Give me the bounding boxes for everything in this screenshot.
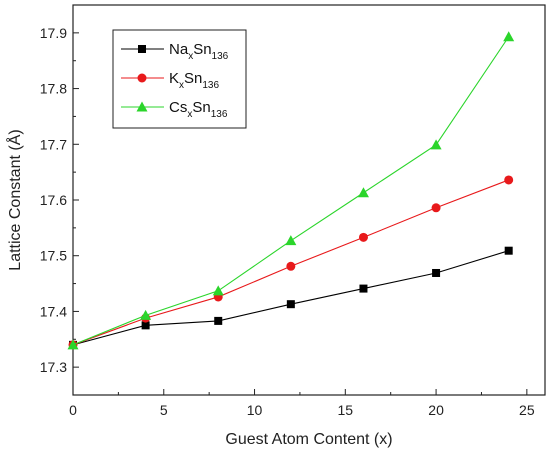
series-k (68, 175, 514, 350)
y-tick-label: 17.6 (40, 192, 67, 208)
legend-label: KxSn136 (169, 70, 219, 91)
legend-label: NaxSn136 (169, 41, 229, 62)
y-tick-label: 17.7 (40, 136, 67, 152)
data-point (504, 246, 513, 255)
x-tick-label: 25 (519, 402, 535, 418)
data-point (286, 300, 295, 309)
data-point (359, 284, 368, 293)
data-point (141, 321, 150, 330)
legend-label-part: 136 (212, 51, 229, 62)
x-tick-label: 15 (338, 402, 354, 418)
legend-label-part: Sn (184, 70, 202, 87)
legend-label-part: 136 (202, 80, 219, 91)
y-tick-label: 17.5 (40, 248, 67, 264)
data-point (357, 187, 369, 198)
y-tick-label: 17.9 (40, 25, 67, 41)
series-layer (67, 31, 515, 350)
legend-marker (138, 45, 146, 53)
legend-label: CsxSn136 (169, 99, 228, 120)
legend-label-part: Sn (193, 41, 211, 58)
x-tick-label: 20 (428, 402, 444, 418)
y-tick-label: 17.3 (40, 359, 67, 375)
legend-label-part: Cs (169, 99, 187, 116)
x-tick-label: 0 (69, 402, 77, 418)
legend-label-part: x (179, 80, 184, 91)
x-tick-label: 5 (160, 402, 168, 418)
legend-label-part: Sn (192, 99, 210, 116)
data-point (358, 232, 368, 242)
y-tick-label: 17.4 (40, 303, 67, 319)
data-point (285, 235, 297, 246)
data-point (286, 261, 296, 271)
legend-label-part: x (188, 51, 193, 62)
x-tick-label: 10 (247, 402, 263, 418)
legend-marker (137, 73, 147, 83)
x-axis: 0 5 10 15 20 25 (69, 389, 535, 418)
data-point (67, 339, 79, 350)
data-point (504, 175, 514, 185)
data-point (214, 316, 223, 325)
series-cs (67, 31, 515, 350)
y-axis: 17.3 17.4 17.5 17.6 17.7 17.8 17.9 (40, 25, 79, 396)
legend-label-part: K (169, 70, 179, 87)
legend-box (112, 29, 247, 129)
data-point (431, 203, 441, 213)
data-point (503, 31, 515, 42)
legend-label-part: 136 (211, 109, 228, 120)
data-point (430, 139, 442, 150)
data-point (212, 285, 224, 296)
data-point (432, 268, 441, 277)
legend-label-part: Na (169, 41, 189, 58)
data-point (140, 309, 152, 320)
legend-marker (136, 101, 148, 112)
x-axis-title: Guest Atom Content (x) (225, 431, 392, 448)
legend-label-part: x (187, 109, 192, 120)
y-axis-title: Lattice Constant (Å) (5, 129, 24, 270)
y-tick-label: 17.8 (40, 81, 67, 97)
